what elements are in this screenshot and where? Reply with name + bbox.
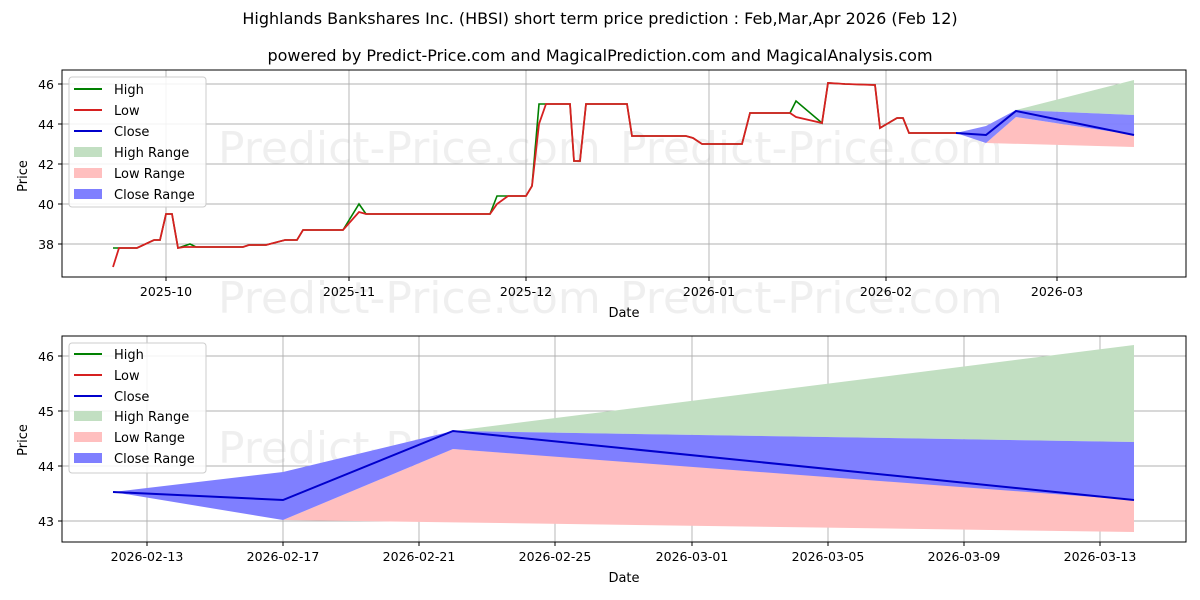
top-grid [62, 70, 1186, 277]
top-xtick-label: 2026-03 [1031, 284, 1083, 299]
bottom-xtick-label: 2026-02-25 [519, 549, 592, 564]
legend-low-range-label: Low Range [114, 167, 185, 182]
bottom-high-range-area [453, 345, 1134, 442]
legend-close-range-swatch [74, 189, 102, 199]
top-xtick-label: 2026-01 [683, 284, 735, 299]
legend-high-range-swatch [74, 411, 102, 421]
top-high-range-area [1016, 80, 1134, 115]
bottom-xtick-label: 2026-03-05 [792, 549, 865, 564]
bottom-ytick-label: 45 [38, 404, 54, 419]
bottom-ytick-label: 44 [38, 459, 54, 474]
legend-high-range-label: High Range [114, 410, 189, 425]
legend-high-range-label: High Range [114, 146, 189, 161]
bottom-legend: High Low Close High Range Low Range Clos… [68, 342, 207, 474]
legend-close-range-label: Close Range [114, 452, 195, 467]
top-xaxis-label: Date [608, 306, 639, 321]
legend-close-label: Close [114, 390, 149, 405]
bottom-yticks [58, 355, 62, 522]
bottom-xticks [146, 542, 1101, 546]
bottom-close-range-area [113, 431, 1134, 520]
top-xtick-label: 2025-12 [500, 284, 552, 299]
top-xtick-label: 2025-11 [323, 284, 375, 299]
watermark: Predict-Price.com [620, 123, 1003, 174]
top-ytick-label: 38 [38, 237, 54, 252]
top-chart: Predict-Price.com Predict-Price.com Pred… [16, 69, 1187, 324]
bottom-axes-frame [61, 335, 1187, 543]
top-close-range-area [956, 110, 1134, 143]
top-ytick-label: 42 [38, 157, 54, 172]
top-ytick-label: 40 [38, 197, 54, 212]
bottom-xtick-label: 2026-02-17 [247, 549, 320, 564]
chart-subtitle: powered by Predict-Price.com and Magical… [267, 46, 933, 65]
legend-high-label: High [114, 348, 144, 363]
top-low-line [112, 82, 957, 268]
legend-low-range-swatch [74, 168, 102, 178]
bottom-xaxis-label: Date [608, 571, 639, 586]
watermark: Predict-Price.com [218, 273, 601, 324]
bottom-xtick-label: 2026-03-01 [656, 549, 729, 564]
top-xtick-label: 2025-10 [140, 284, 192, 299]
bottom-xtick-label: 2026-03-09 [928, 549, 1001, 564]
bottom-ytick-label: 43 [38, 514, 54, 529]
watermark: Predict-Price.com [218, 123, 601, 174]
top-ytick-label: 46 [38, 77, 54, 92]
legend-low-label: Low [114, 104, 140, 119]
top-xticks [165, 277, 1058, 281]
bottom-xtick-label: 2026-02-13 [111, 549, 184, 564]
top-close-line [955, 109, 1135, 137]
chart-title: Highlands Bankshares Inc. (HBSI) short t… [242, 9, 958, 28]
bottom-close-line [112, 429, 1135, 502]
top-axes-frame [61, 69, 1187, 278]
bottom-xtick-label: 2026-03-13 [1064, 549, 1137, 564]
bottom-xtick-label: 2026-02-21 [383, 549, 456, 564]
bottom-chart: Predict-Price.com Predict-Price.com [16, 335, 1187, 586]
bottom-ytick-label: 46 [38, 349, 54, 364]
top-xtick-label: 2026-02 [860, 284, 912, 299]
legend-close-label: Close [114, 125, 149, 140]
legend-high-range-swatch [74, 147, 102, 157]
watermark: Predict-Price.com [620, 273, 1003, 324]
bottom-yaxis-label: Price [16, 424, 31, 456]
bottom-low-range-area [283, 449, 1134, 532]
top-low-range-area [986, 117, 1134, 147]
legend-close-range-swatch [74, 453, 102, 463]
legend-close-range-label: Close Range [114, 188, 195, 203]
top-ytick-label: 44 [38, 117, 54, 132]
top-legend: High Low Close High Range Low Range Clos… [68, 76, 207, 208]
top-yticks [58, 83, 62, 245]
legend-low-range-label: Low Range [114, 431, 185, 446]
legend-low-range-swatch [74, 432, 102, 442]
legend-high-label: High [114, 83, 144, 98]
legend-low-label: Low [114, 369, 140, 384]
top-yaxis-label: Price [16, 160, 31, 192]
